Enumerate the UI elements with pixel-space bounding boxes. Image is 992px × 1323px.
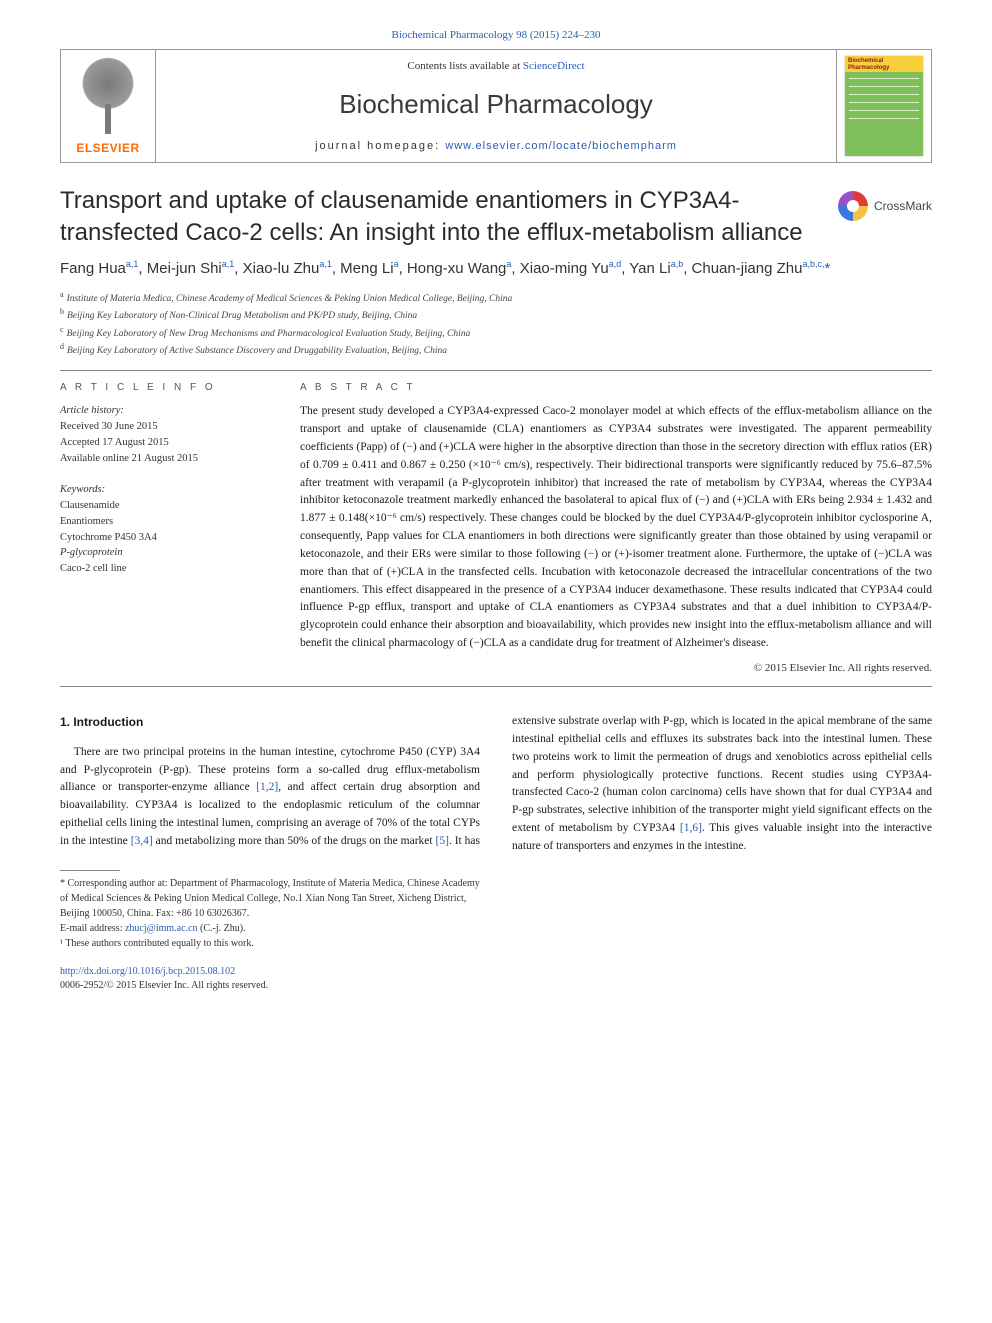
- cover-title-line1: Biochemical: [848, 58, 883, 64]
- crossmark-icon: [838, 191, 868, 221]
- keyword: P-glycoprotein: [60, 545, 270, 561]
- article-history-block: Article history: Received 30 June 2015 A…: [60, 403, 270, 466]
- affiliations-block: aInstitute of Materia Medica, Chinese Ac…: [60, 289, 932, 359]
- crossmark-label: CrossMark: [874, 198, 932, 215]
- email-label: E-mail address:: [60, 923, 125, 934]
- section-rule: [60, 370, 932, 371]
- journal-cover-thumbnail: Biochemical Pharmacology: [845, 56, 923, 156]
- intro-text: and metabolizing more than 50% of the dr…: [153, 835, 436, 847]
- running-header-link[interactable]: Biochemical Pharmacology 98 (2015) 224–2…: [392, 29, 601, 41]
- history-label: Article history:: [60, 403, 270, 419]
- issn-copyright: 0006-2952/© 2015 Elsevier Inc. All right…: [60, 980, 268, 991]
- journal-header: ELSEVIER Contents lists available at Sci…: [60, 49, 932, 163]
- crossmark-widget[interactable]: CrossMark: [838, 191, 932, 221]
- abstract-label: A B S T R A C T: [300, 381, 932, 395]
- article-info-label: A R T I C L E I N F O: [60, 381, 270, 395]
- history-accepted: Accepted 17 August 2015: [60, 435, 270, 451]
- journal-homepage-link[interactable]: www.elsevier.com/locate/biochempharm: [445, 140, 677, 152]
- citation-link[interactable]: [3,4]: [131, 835, 153, 847]
- sciencedirect-link[interactable]: ScienceDirect: [523, 60, 585, 72]
- body-columns: 1. Introduction There are two principal …: [60, 713, 932, 856]
- keyword: Cytochrome P450 3A4: [60, 530, 270, 546]
- abstract-text: The present study developed a CYP3A4-exp…: [300, 403, 932, 652]
- publisher-name: ELSEVIER: [76, 140, 139, 157]
- citation-link[interactable]: [5]: [436, 835, 449, 847]
- corresponding-author-note: * Corresponding author at: Department of…: [60, 876, 480, 921]
- footnote-rule: [60, 870, 120, 871]
- equal-contribution-note: ¹ These authors contributed equally to t…: [60, 936, 480, 951]
- authors-line: Fang Huaa,1, Mei-jun Shia,1, Xiao-lu Zhu…: [60, 258, 932, 279]
- doi-link[interactable]: http://dx.doi.org/10.1016/j.bcp.2015.08.…: [60, 966, 235, 977]
- contents-prefix: Contents lists available at: [407, 60, 522, 72]
- intro-paragraph: There are two principal proteins in the …: [60, 713, 932, 856]
- keywords-block: Keywords: Clausenamide Enantiomers Cytoc…: [60, 482, 270, 577]
- article-info-column: A R T I C L E I N F O Article history: R…: [60, 381, 270, 676]
- footnotes-block: * Corresponding author at: Department of…: [60, 870, 480, 951]
- author-email-link[interactable]: zhucj@imm.ac.cn: [125, 923, 198, 934]
- email-line: E-mail address: zhucj@imm.ac.cn (C.-j. Z…: [60, 921, 480, 936]
- intro-heading: 1. Introduction: [60, 713, 480, 732]
- section-rule: [60, 686, 932, 687]
- paper-title: Transport and uptake of clausenamide ena…: [60, 185, 818, 247]
- history-online: Available online 21 August 2015: [60, 451, 270, 467]
- history-received: Received 30 June 2015: [60, 419, 270, 435]
- publisher-logo-cell: ELSEVIER: [61, 50, 156, 162]
- abstract-column: A B S T R A C T The present study develo…: [300, 381, 932, 676]
- keyword: Caco-2 cell line: [60, 561, 270, 577]
- abstract-copyright: © 2015 Elsevier Inc. All rights reserved…: [300, 661, 932, 676]
- citation-link[interactable]: [1,6]: [680, 822, 702, 834]
- journal-cover-cell: Biochemical Pharmacology: [836, 50, 931, 162]
- keyword: Enantiomers: [60, 514, 270, 530]
- keyword: Clausenamide: [60, 498, 270, 514]
- keywords-label: Keywords:: [60, 482, 270, 498]
- cover-title-line2: Pharmacology: [848, 65, 889, 71]
- journal-name: Biochemical Pharmacology: [339, 86, 653, 122]
- journal-header-mid: Contents lists available at ScienceDirec…: [156, 50, 836, 162]
- journal-homepage-line: journal homepage: www.elsevier.com/locat…: [315, 139, 677, 154]
- elsevier-tree-icon: [73, 56, 143, 134]
- page-footer: http://dx.doi.org/10.1016/j.bcp.2015.08.…: [60, 965, 932, 993]
- homepage-prefix: journal homepage:: [315, 140, 445, 152]
- contents-available-line: Contents lists available at ScienceDirec…: [407, 59, 584, 74]
- citation-link[interactable]: [1,2]: [256, 781, 278, 793]
- email-suffix: (C.-j. Zhu).: [198, 923, 246, 934]
- running-header: Biochemical Pharmacology 98 (2015) 224–2…: [60, 28, 932, 43]
